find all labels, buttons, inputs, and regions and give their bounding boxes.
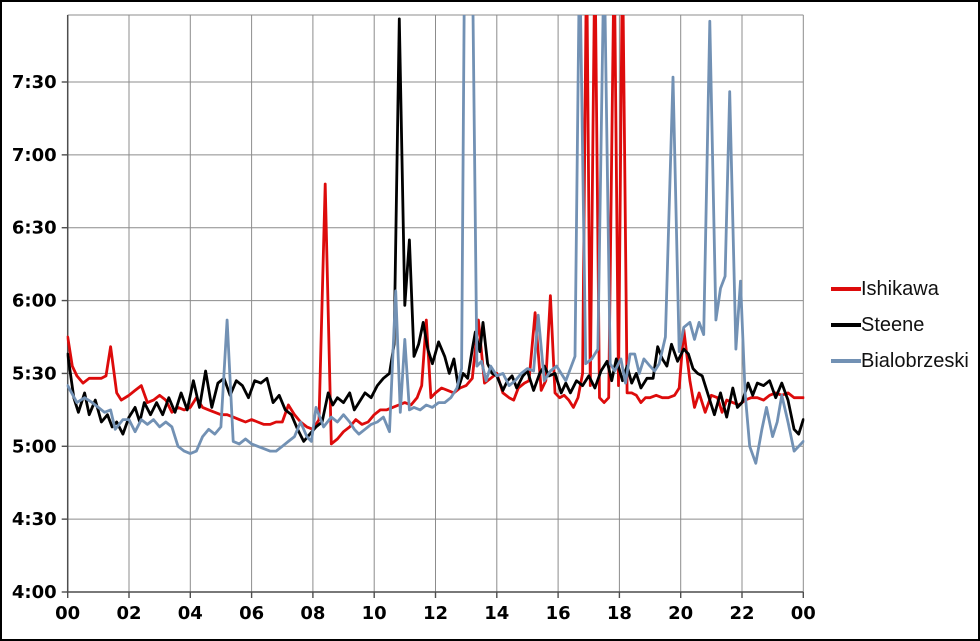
legend-label: Ishikawa (861, 277, 939, 300)
x-tick-label: 10 (362, 603, 387, 624)
x-tick-label: 00 (55, 603, 80, 624)
legend-item-ishikawa: Ishikawa (831, 271, 969, 307)
legend: Ishikawa Steene Bialobrzeski (831, 271, 969, 379)
x-tick-label: 12 (423, 603, 448, 624)
x-tick-label: 04 (178, 603, 203, 624)
x-tick-label: 08 (300, 603, 325, 624)
x-tick-label: 18 (607, 603, 632, 624)
series-line-bialobrzeski (66, 15, 805, 465)
y-tick-label: 4:30 (12, 509, 57, 530)
x-tick-label: 00 (791, 603, 816, 624)
y-tick-label: 6:00 (12, 291, 57, 312)
legend-item-steene: Steene (831, 307, 969, 343)
y-tick-label: 5:00 (12, 436, 57, 457)
x-tick-label: 02 (116, 603, 141, 624)
x-tick-label: 20 (668, 603, 693, 624)
legend-label: Bialobrzeski (861, 349, 969, 372)
series-line-steene (66, 17, 805, 443)
legend-swatch-ishikawa (831, 287, 861, 291)
y-tick-label: 4:00 (12, 582, 57, 603)
x-tick-label: 16 (546, 603, 571, 624)
legend-item-bialobrzeski: Bialobrzeski (831, 343, 969, 379)
y-tick-label: 7:00 (12, 145, 57, 166)
x-tick-label: 06 (239, 603, 264, 624)
legend-swatch-steene (831, 323, 861, 327)
x-tick-label: 14 (484, 603, 509, 624)
x-tick-label: 22 (729, 603, 754, 624)
y-tick-label: 5:30 (12, 363, 57, 384)
legend-swatch-bialobrzeski (831, 359, 861, 363)
y-tick-label: 6:30 (12, 218, 57, 239)
y-tick-label: 7:30 (12, 72, 57, 93)
legend-label: Steene (861, 313, 925, 336)
